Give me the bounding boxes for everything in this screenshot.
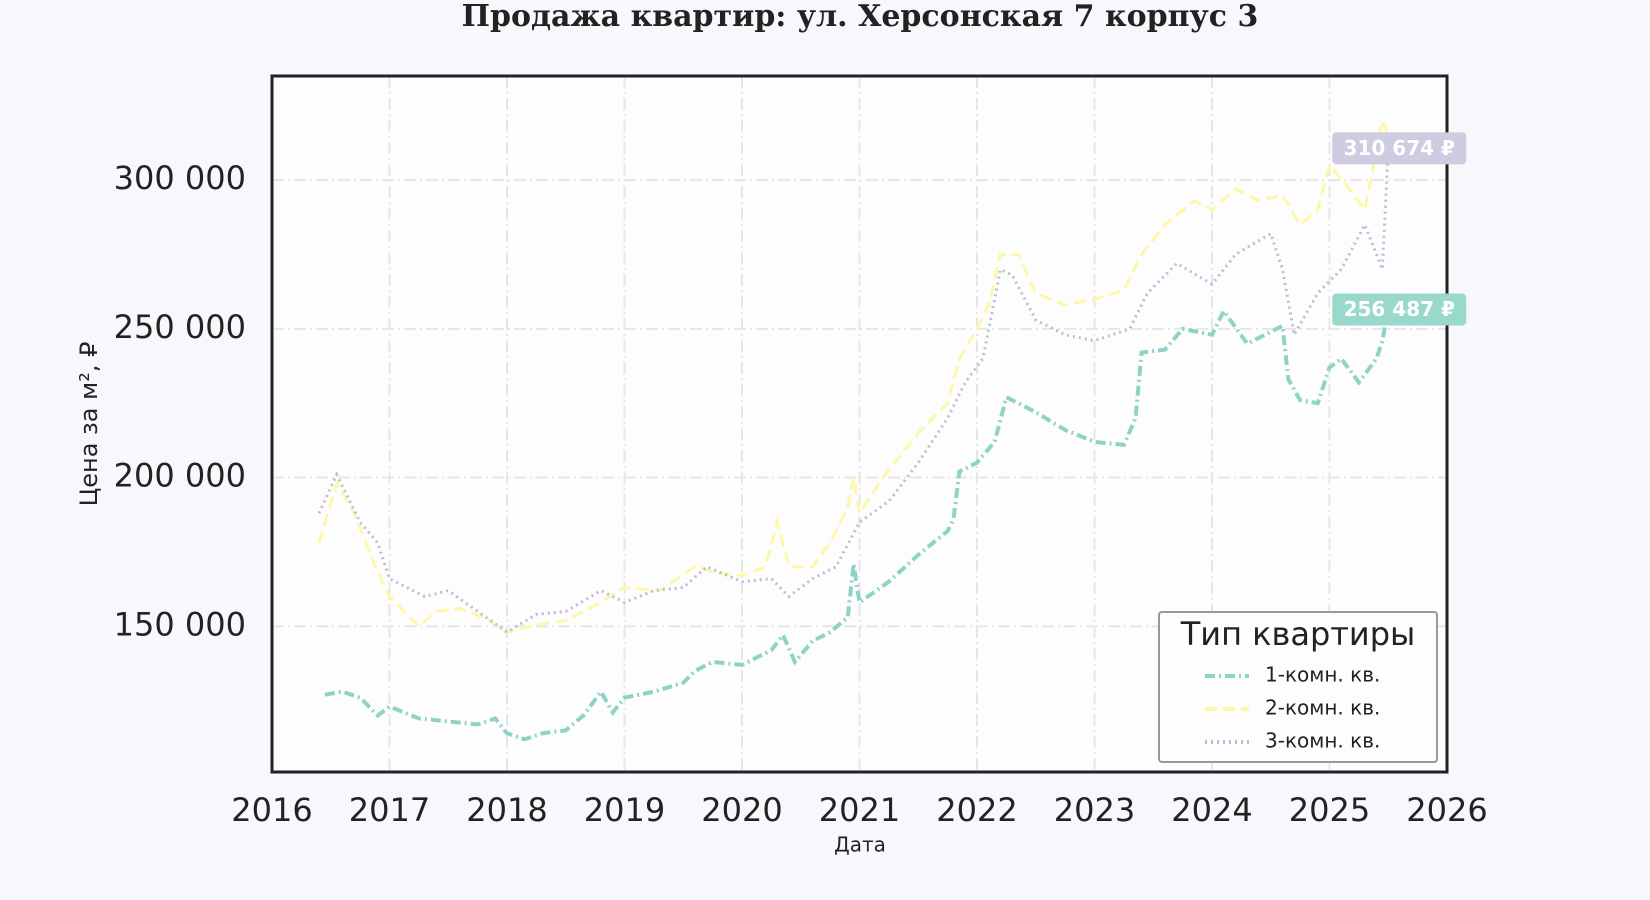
x-tick-label: 2018 <box>466 791 547 829</box>
annotation-label: 310 674 ₽ <box>1344 136 1455 160</box>
legend-title: Тип квартиры <box>1180 615 1416 653</box>
y-tick-label: 150 000 <box>114 605 246 643</box>
x-tick-label: 2025 <box>1289 791 1370 829</box>
x-tick-label: 2017 <box>349 791 430 829</box>
x-tick-label: 2023 <box>1054 791 1135 829</box>
legend-label: 3-комн. кв. <box>1265 729 1380 753</box>
value-annotation: 256 487 ₽ <box>1332 293 1467 326</box>
value-annotation: 310 674 ₽ <box>1332 132 1467 165</box>
legend-label: 2-комн. кв. <box>1265 696 1380 720</box>
x-tick-label: 2016 <box>231 791 312 829</box>
legend-label: 1-комн. кв. <box>1265 663 1380 687</box>
x-tick-label: 2020 <box>701 791 782 829</box>
x-tick-label: 2026 <box>1406 791 1487 829</box>
annotation-box <box>1332 293 1467 326</box>
legend-box <box>1158 611 1438 763</box>
x-tick-label: 2024 <box>1171 791 1252 829</box>
x-tick-label: 2019 <box>584 791 665 829</box>
y-axis-label: Цена за м², ₽ <box>75 342 103 507</box>
x-tick-label: 2022 <box>936 791 1017 829</box>
y-tick-label: 250 000 <box>114 308 246 346</box>
x-axis-label: Дата <box>834 833 886 857</box>
annotation-box <box>1332 132 1467 165</box>
x-tick-label: 2021 <box>819 791 900 829</box>
series-line <box>317 148 1390 634</box>
plot-border <box>270 74 1449 774</box>
chart-title: Продажа квартир: ул. Херсонская 7 корпус… <box>462 0 1259 34</box>
y-tick-label: 300 000 <box>114 159 246 197</box>
annotation-label: 256 487 ₽ <box>1344 297 1455 321</box>
series-line <box>324 307 1391 742</box>
y-tick-label: 200 000 <box>114 457 246 495</box>
